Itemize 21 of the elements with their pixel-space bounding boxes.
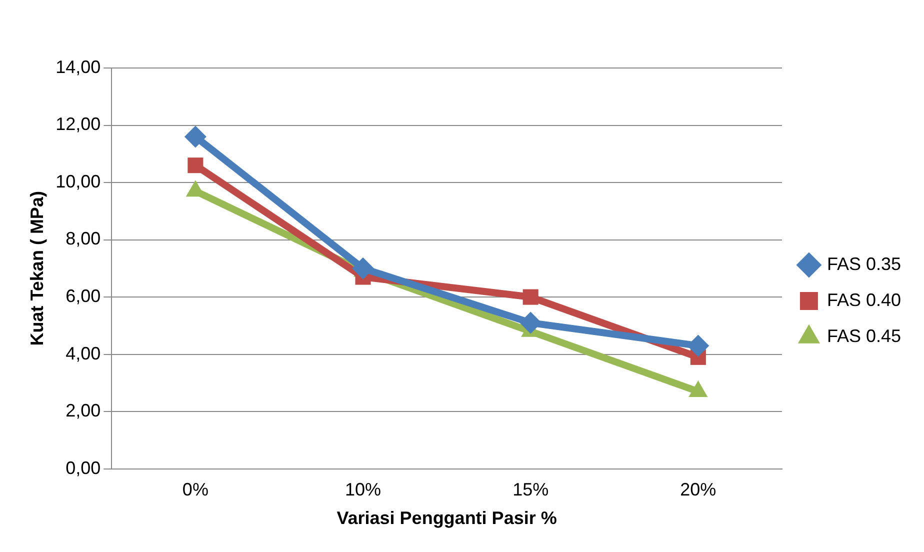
x-tick-label: 0% xyxy=(182,480,208,500)
y-tick-label: 6,00 xyxy=(66,286,101,306)
y-tick-label: 10,00 xyxy=(56,171,101,192)
point xyxy=(522,289,538,305)
x-tick-label: 10% xyxy=(344,480,382,500)
y-tick-label: 12,00 xyxy=(56,114,101,134)
point xyxy=(188,158,204,174)
point xyxy=(352,257,374,280)
x-tick-label: 15% xyxy=(512,480,549,500)
legend-label: FAS 0.40 xyxy=(826,290,902,310)
y-tick-label: 0,00 xyxy=(66,458,101,478)
y-tick-label: 14,00 xyxy=(56,56,101,77)
point xyxy=(184,126,206,148)
x-axis-title: Variasi Pengganti Pasir % xyxy=(336,508,557,528)
legend-label: FAS 0.35 xyxy=(826,254,902,274)
legend-label: FAS 0.45 xyxy=(826,326,902,346)
y-tick-label: 2,00 xyxy=(66,400,101,421)
x-tick-label: 20% xyxy=(680,480,716,500)
y-tick-label: 8,00 xyxy=(66,228,101,249)
y-tick-label: 4,00 xyxy=(66,343,101,364)
y-axis-title: Kuat Tekan ( MPa) xyxy=(26,191,47,346)
